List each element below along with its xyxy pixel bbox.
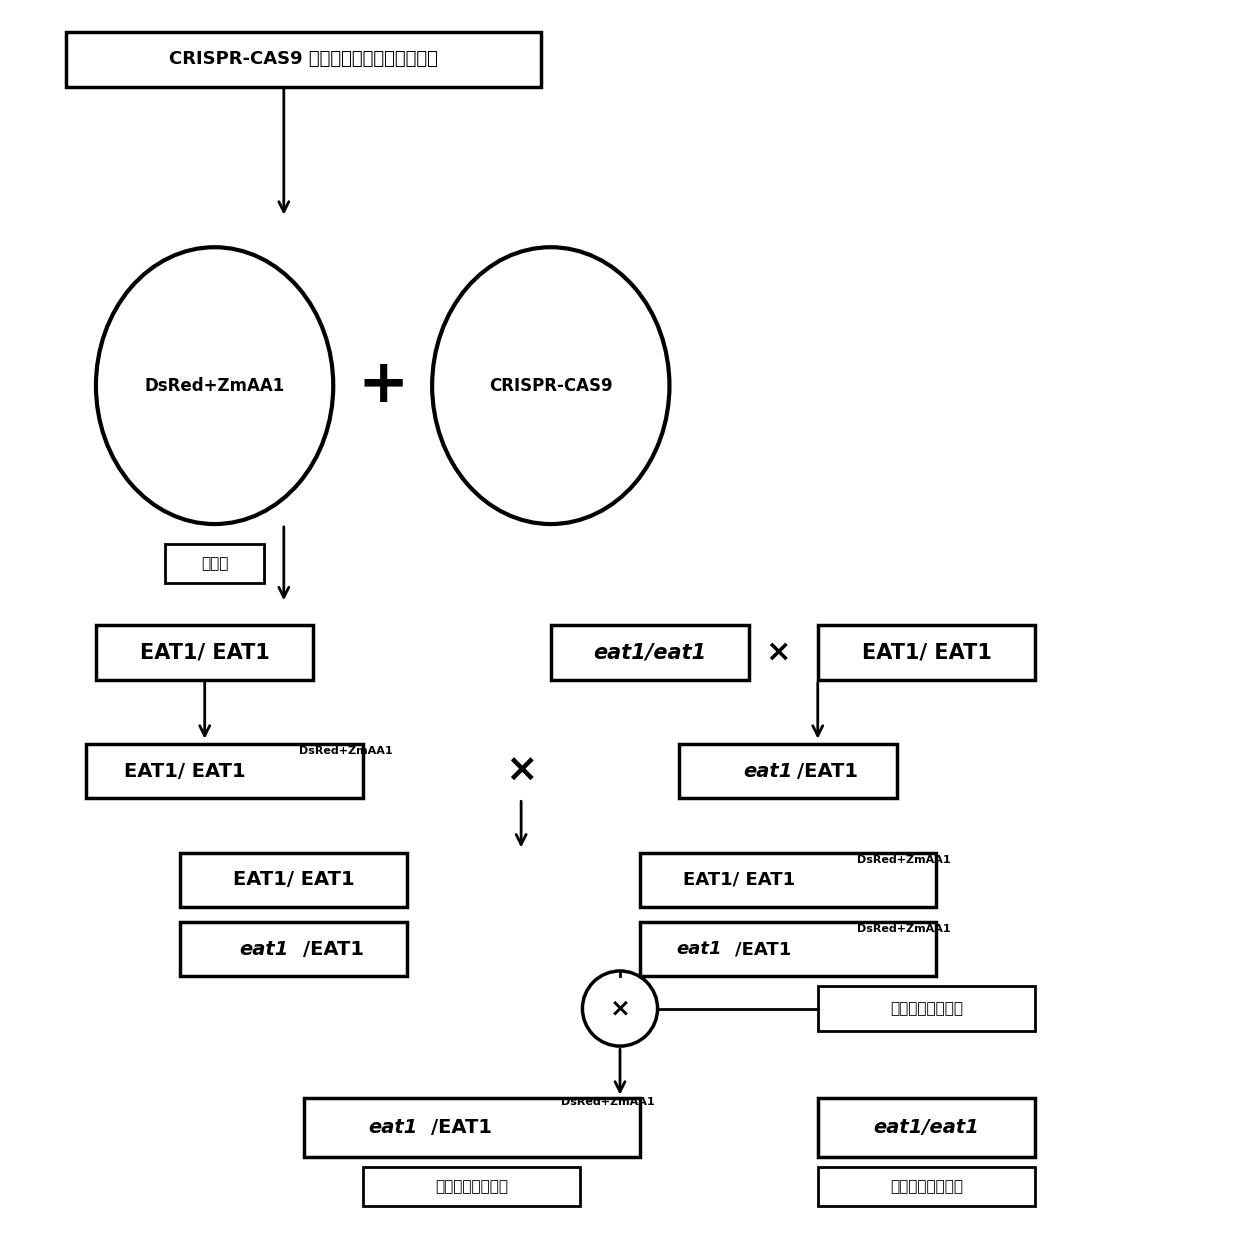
- Text: /EAT1: /EAT1: [797, 762, 858, 780]
- FancyBboxPatch shape: [165, 544, 264, 583]
- FancyBboxPatch shape: [86, 743, 363, 799]
- Text: eat1/eat1: eat1/eat1: [874, 1117, 980, 1137]
- FancyBboxPatch shape: [95, 625, 314, 679]
- Ellipse shape: [95, 247, 334, 524]
- Ellipse shape: [432, 247, 670, 524]
- Text: EAT1/ EAT1: EAT1/ EAT1: [233, 870, 355, 889]
- Text: ×: ×: [610, 996, 630, 1021]
- FancyBboxPatch shape: [363, 1166, 580, 1206]
- Text: EAT1/ EAT1: EAT1/ EAT1: [124, 762, 246, 780]
- FancyBboxPatch shape: [640, 922, 936, 977]
- Text: eat1: eat1: [676, 941, 722, 958]
- Text: EAT1/ EAT1: EAT1/ EAT1: [682, 870, 795, 889]
- Text: 保持系（带荧光）: 保持系（带荧光）: [890, 1001, 963, 1016]
- Text: DsRed+ZmAA1: DsRed+ZmAA1: [560, 1097, 655, 1107]
- Text: ×: ×: [505, 752, 537, 790]
- Text: eat1: eat1: [368, 1117, 418, 1137]
- Text: DsRed+ZmAA1: DsRed+ZmAA1: [857, 925, 951, 935]
- FancyBboxPatch shape: [640, 853, 936, 907]
- Text: eat1/eat1: eat1/eat1: [593, 642, 707, 662]
- FancyBboxPatch shape: [817, 625, 1035, 679]
- FancyBboxPatch shape: [817, 986, 1035, 1031]
- Text: 保持系（带荧光）: 保持系（带荧光）: [435, 1179, 508, 1194]
- FancyBboxPatch shape: [680, 743, 897, 799]
- FancyBboxPatch shape: [817, 1097, 1035, 1157]
- Text: CRISPR-CAS9: CRISPR-CAS9: [489, 376, 613, 395]
- Text: EAT1/ EAT1: EAT1/ EAT1: [140, 642, 269, 662]
- Text: +: +: [357, 356, 408, 416]
- Text: EAT1/ EAT1: EAT1/ EAT1: [862, 642, 992, 662]
- FancyBboxPatch shape: [66, 32, 541, 86]
- FancyBboxPatch shape: [817, 1166, 1035, 1206]
- Text: DsRed+ZmAA1: DsRed+ZmAA1: [299, 746, 392, 756]
- Text: eat1: eat1: [744, 762, 794, 780]
- Text: DsRed+ZmAA1: DsRed+ZmAA1: [857, 856, 951, 866]
- FancyBboxPatch shape: [180, 853, 408, 907]
- Circle shape: [583, 970, 657, 1046]
- FancyBboxPatch shape: [551, 625, 749, 679]
- Text: CRISPR-CAS9 载体和供体片断载体的构建: CRISPR-CAS9 载体和供体片断载体的构建: [169, 51, 438, 68]
- Text: 不育系（无荧光）: 不育系（无荧光）: [890, 1179, 963, 1194]
- Text: /EAT1: /EAT1: [735, 941, 791, 958]
- Text: /EAT1: /EAT1: [303, 940, 363, 959]
- Text: ×: ×: [765, 639, 791, 667]
- Text: /EAT1: /EAT1: [432, 1117, 492, 1137]
- FancyBboxPatch shape: [304, 1097, 640, 1157]
- Text: eat1: eat1: [239, 940, 289, 959]
- Text: 转基因: 转基因: [201, 556, 228, 571]
- FancyBboxPatch shape: [180, 922, 408, 977]
- Text: DsRed+ZmAA1: DsRed+ZmAA1: [145, 376, 285, 395]
